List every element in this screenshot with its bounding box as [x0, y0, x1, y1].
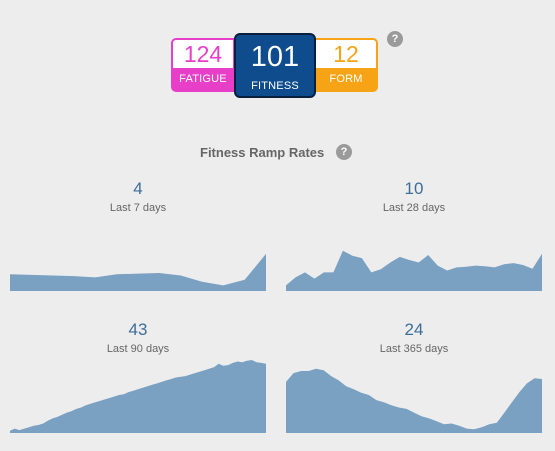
ramp-period-label: Last 28 days — [382, 202, 446, 214]
ramp-value: 10 — [404, 179, 424, 198]
metrics-help-icon[interactable]: ? — [387, 31, 403, 47]
ramp-rates-title: Fitness Ramp Rates — [200, 145, 325, 160]
ramp-chart — [286, 250, 542, 291]
ramp-panel-365-days: 24 Last 365 days — [286, 316, 542, 436]
ramp-panel-7-days: 4 Last 7 days — [10, 175, 266, 295]
ramp-panel-90-days: 43 Last 90 days — [10, 316, 266, 436]
ramp-value: 24 — [404, 320, 424, 339]
ramp-value: 4 — [133, 179, 143, 198]
fitness-label: FITNESS — [251, 80, 299, 92]
form-label: FORM — [316, 68, 376, 90]
fatigue-card: 124 FATIGUE — [171, 38, 235, 92]
ramp-rates-help-icon[interactable]: ? — [336, 144, 352, 160]
ramp-period-label: Last 365 days — [379, 343, 449, 355]
ramp-area — [286, 368, 542, 433]
ramp-area — [286, 250, 542, 291]
ramp-chart — [286, 368, 542, 433]
form-value: 12 — [333, 41, 359, 67]
form-card: 12 FORM — [314, 38, 378, 92]
ramp-chart — [10, 360, 266, 433]
ramp-panel-28-days: 10 Last 28 days — [286, 175, 542, 295]
ramp-area — [10, 253, 266, 291]
ramp-period-label: Last 7 days — [109, 202, 167, 214]
ramp-area — [10, 360, 266, 433]
fitness-value: 101 — [250, 41, 300, 73]
fatigue-value: 124 — [183, 41, 223, 67]
fitness-card: 101 FITNESS — [234, 33, 316, 98]
ramp-value: 43 — [128, 320, 148, 339]
fatigue-label: FATIGUE — [173, 68, 233, 90]
ramp-chart — [10, 253, 266, 291]
ramp-period-label: Last 90 days — [106, 343, 170, 355]
